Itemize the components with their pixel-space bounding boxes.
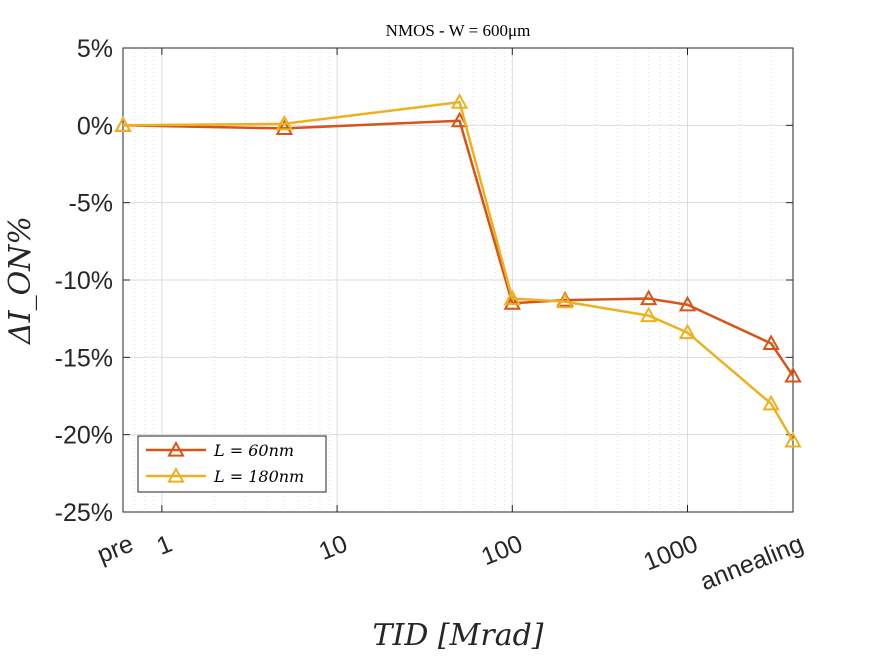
series-line — [122, 100, 795, 442]
data-point-marker — [678, 323, 697, 340]
data-point-marker — [450, 111, 469, 128]
data-point-marker — [114, 116, 132, 132]
data-point-marker — [639, 289, 658, 306]
data-point-marker — [503, 294, 521, 310]
data-point-marker — [762, 334, 780, 351]
x-axis-label: TID [Mrad] — [372, 618, 543, 653]
legend-label: L = 60nm — [213, 441, 294, 460]
chart-title: NMOS - W = 600μm — [386, 21, 531, 40]
data-point-marker — [275, 119, 294, 136]
data-point-marker — [503, 289, 521, 306]
legend-item-2: L = 180nm — [146, 466, 304, 486]
legend-box — [137, 435, 327, 493]
series-layer — [114, 93, 802, 448]
legend: L = 60nm L = 180nm — [137, 435, 327, 493]
y-tick-label: -20% — [55, 422, 113, 450]
legend-item-1: L = 60nm — [146, 440, 294, 460]
data-point-marker — [678, 295, 697, 312]
series-line — [122, 119, 795, 377]
legend-marker — [167, 466, 185, 483]
y-tick-labels: 5% 0% -5% -10% -15% -20% -25% — [55, 35, 113, 527]
y-tick-label: -10% — [55, 267, 113, 295]
data-point-marker — [556, 292, 574, 309]
data-point-marker — [450, 93, 469, 109]
y-tick-label: 5% — [77, 35, 113, 63]
data-point-marker — [275, 114, 294, 131]
y-tick-label: 0% — [77, 112, 113, 140]
y-tick-label: -25% — [55, 499, 113, 527]
series-2 — [114, 93, 802, 448]
legend-marker — [167, 440, 185, 457]
y-tick-label: -15% — [55, 344, 113, 372]
y-axis-label: ΔI_ON% — [3, 216, 38, 345]
legend-items: L = 60nm L = 180nm — [146, 440, 304, 486]
legend-label: L = 180nm — [213, 467, 304, 486]
data-point-marker — [784, 431, 802, 448]
data-point-marker — [762, 394, 780, 411]
data-point-marker — [639, 306, 658, 323]
y-tick-label: -5% — [69, 190, 113, 218]
data-point-marker — [784, 366, 802, 383]
